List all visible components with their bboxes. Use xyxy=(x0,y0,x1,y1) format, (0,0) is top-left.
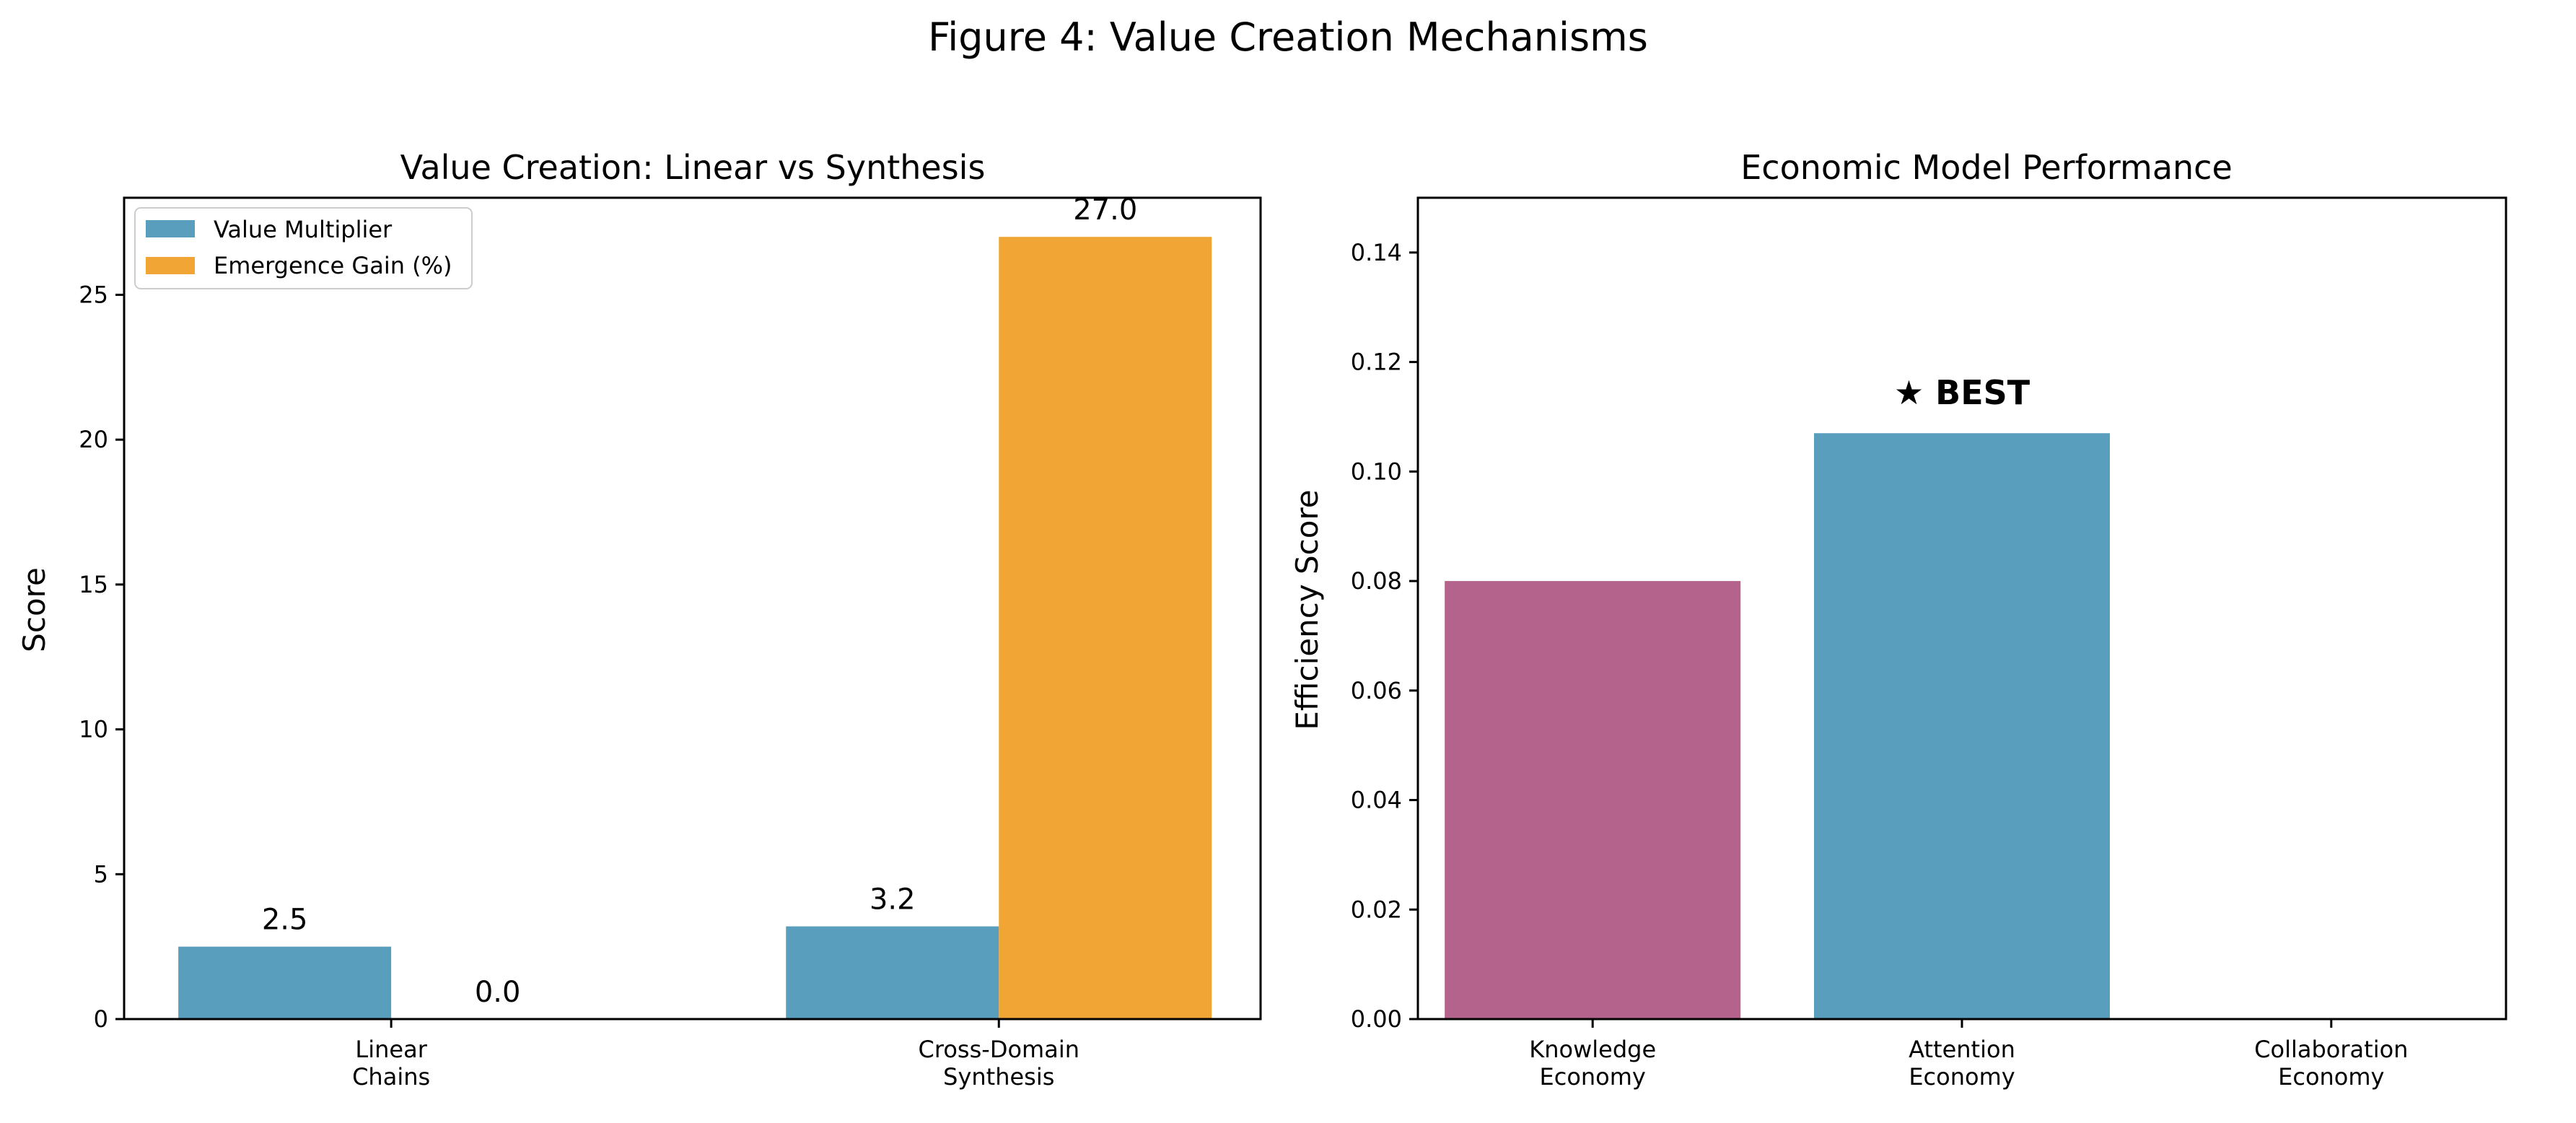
chart-value-creation-title: Value Creation: Linear vs Synthesis xyxy=(400,148,986,187)
bar-value-multiplier xyxy=(786,926,999,1019)
y-tick-label: 0 xyxy=(94,1005,108,1033)
chart-value-creation-y-axis: 0 5 10 15 20 25 xyxy=(79,281,124,1033)
chart-value-creation-legend: Value Multiplier Emergence Gain (%) xyxy=(134,207,473,289)
bar-efficiency xyxy=(1814,433,2110,1019)
chart-economic-model-y-axis: 0.00 0.02 0.04 0.06 0.08 0.10 0.12 0.14 xyxy=(1351,239,1418,1033)
y-tick-label: 20 xyxy=(79,426,108,453)
y-tick-label: 0.02 xyxy=(1351,896,1402,923)
bar-efficiency xyxy=(1445,581,1741,1019)
chart-economic-model-ylabel: Efficiency Score xyxy=(1289,489,1325,730)
y-tick-label: 5 xyxy=(94,860,108,888)
legend-label-emergence-gain: Emergence Gain (%) xyxy=(214,252,452,279)
chart-value-creation-frame xyxy=(123,196,1262,1021)
chart-value-creation-ylabel: Score xyxy=(17,567,52,652)
legend-label-value-multiplier: Value Multiplier xyxy=(214,216,393,243)
chart-economic-model-bars: ★ BEST xyxy=(1445,373,2110,1019)
y-tick-label: 0.12 xyxy=(1351,349,1402,376)
legend-swatch-emergence-gain xyxy=(146,257,195,274)
y-tick-label: 0.06 xyxy=(1351,677,1402,704)
y-tick-label: 0.00 xyxy=(1351,1005,1402,1033)
figure-title: Figure 4: Value Creation Mechanisms xyxy=(928,14,1648,60)
legend-swatch-value-multiplier xyxy=(146,220,195,237)
y-tick-label: 0.04 xyxy=(1351,787,1402,814)
bar-value-label: 0.0 xyxy=(475,976,521,1009)
bar-emergence-gain xyxy=(999,237,1212,1020)
x-tick-label: Attention Economy xyxy=(1909,1036,2015,1091)
x-tick-label: Collaboration Economy xyxy=(2254,1036,2408,1091)
chart-economic-model-x-axis: Knowledge Economy Attention Economy Collabor… xyxy=(1529,1019,2408,1091)
y-tick-label: 0.14 xyxy=(1351,239,1402,266)
bar-value-multiplier xyxy=(178,946,392,1019)
y-tick-label: 0.10 xyxy=(1351,458,1402,485)
legend-box xyxy=(134,207,473,289)
best-annotation: ★ BEST xyxy=(1894,373,2030,412)
x-tick-label: Linear Chains xyxy=(352,1036,430,1091)
bar-value-label: 27.0 xyxy=(1073,193,1137,227)
y-tick-label: 0.08 xyxy=(1351,567,1402,595)
chart-value-creation-bars: 2.5 3.2 0.0 27.0 xyxy=(178,193,1212,1020)
x-tick-label: Knowledge Economy xyxy=(1529,1036,1656,1091)
chart-economic-model-frame xyxy=(1416,196,2507,1021)
y-tick-label: 25 xyxy=(79,281,108,308)
y-tick-label: 15 xyxy=(79,571,108,598)
chart-value-creation-x-axis: Linear Chains Cross-Domain Synthesis xyxy=(352,1019,1079,1091)
bar-value-label: 3.2 xyxy=(869,883,916,917)
chart-economic-model: Economic Model Performance Efficiency Sc… xyxy=(1289,148,2507,1091)
chart-value-creation: Value Creation: Linear vs Synthesis Scor… xyxy=(17,148,1262,1091)
x-tick-label: Cross-Domain Synthesis xyxy=(919,1036,1079,1091)
chart-economic-model-title: Economic Model Performance xyxy=(1740,148,2233,187)
bar-value-label: 2.5 xyxy=(262,904,308,937)
y-tick-label: 10 xyxy=(79,716,108,743)
